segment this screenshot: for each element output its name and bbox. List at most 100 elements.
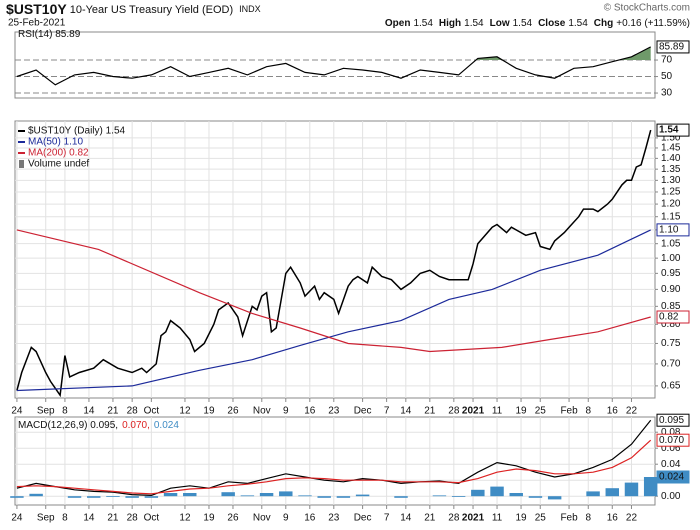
x-tick-label: 7 [384, 513, 390, 524]
legend-entry: MACD(12,26,9) 0.095, [18, 420, 118, 431]
x-tick-label: 21 [424, 513, 436, 524]
x-tick-label: 12 [179, 406, 191, 417]
x-tick-label: 23 [328, 513, 340, 524]
histogram-bar [67, 496, 82, 498]
x-tick-label: Dec [354, 406, 372, 417]
histogram-bar [605, 488, 619, 497]
x-tick-label: 19 [515, 406, 527, 417]
y-tick-label: 0.06 [661, 443, 681, 454]
header-line: $UST10Y 10-Year US Treasury Yield (EOD) IN… [6, 1, 261, 17]
y-tick-label: 1.25 [661, 187, 681, 198]
y-tick-label: 30 [661, 88, 673, 99]
histogram-bar [144, 496, 159, 498]
y-tick-label: 1.20 [661, 199, 681, 210]
symbol: $UST10Y [6, 1, 67, 17]
histogram-bar [87, 496, 101, 498]
y-tick-label: 0.75 [661, 338, 681, 349]
x-tick-label: 16 [304, 513, 316, 524]
histogram-bar [298, 495, 312, 497]
x-tick-label: Nov [253, 406, 271, 417]
x-tick-label: 2021 [462, 513, 485, 524]
x-tick-label: 7 [384, 406, 390, 417]
panel-frame [14, 31, 656, 99]
histogram-bar [643, 477, 658, 497]
histogram-bar [183, 493, 197, 497]
x-tick-label: 8 [62, 513, 68, 524]
x-tick-label: 14 [400, 406, 412, 417]
y-tick-label: 1.50 [661, 133, 681, 144]
quote-label: Open [385, 18, 411, 29]
histogram-bar [10, 496, 24, 498]
quote-value: +0.16 (+11.59%) [616, 18, 690, 29]
panel-frame [14, 416, 656, 506]
series-line [16, 46, 651, 86]
x-tick-label: Dec [354, 513, 372, 524]
x-tick-label: 24 [11, 513, 23, 524]
quote-value: 1.54 [464, 18, 484, 29]
x-tick-label: 14 [83, 513, 95, 524]
histogram-bar [528, 496, 543, 498]
x-tick-label: 2021 [462, 406, 485, 417]
series-line [16, 129, 652, 398]
histogram-bar [125, 496, 139, 498]
x-tick-label: 14 [400, 513, 412, 524]
histogram-bar [336, 496, 351, 498]
y-tick-label: 0.08 [661, 427, 681, 438]
x-tick-label: 12 [179, 513, 191, 524]
x-tick-label: 21 [107, 406, 119, 417]
x-tick-label: 16 [607, 513, 619, 524]
x-tick-label: 14 [83, 406, 95, 417]
end-tag-label: 0.82 [659, 312, 679, 323]
histogram-bar [547, 496, 562, 500]
x-tick-label: Feb [560, 406, 578, 417]
x-tick-label: Oct [144, 513, 160, 524]
legend-entry: RSI(14) 85.89 [18, 29, 81, 40]
x-tick-label: 21 [424, 406, 436, 417]
legend-swatch [19, 160, 24, 168]
end-tag-label: 1.54 [659, 125, 679, 136]
histogram-bar [259, 493, 274, 497]
histogram-bar [490, 486, 504, 497]
x-tick-label: 16 [607, 406, 619, 417]
legend-entry: $UST10Y (Daily) 1.54 [28, 126, 126, 137]
end-tag-box [656, 310, 690, 324]
histogram-bar [317, 496, 331, 498]
quote-value: 1.54 [568, 18, 588, 29]
x-tick-label: 19 [203, 513, 215, 524]
y-tick-label: 0.90 [661, 284, 681, 295]
legend-entry: MA(200) 0.82 [28, 148, 89, 159]
x-tick-label: 28 [127, 406, 139, 417]
histogram-bar [394, 496, 408, 498]
histogram-bar [106, 496, 120, 497]
x-tick-label: 9 [283, 513, 289, 524]
y-tick-label: 0.04 [661, 459, 681, 470]
y-tick-label: 1.40 [661, 153, 681, 164]
histogram-bar [221, 492, 235, 497]
copyright: © StockCharts.com [604, 3, 690, 14]
quote: Open 1.54 High 1.54 Low 1.54 Close 1.54 Chg +0.16… [385, 18, 690, 29]
histogram-bar [509, 493, 523, 497]
x-tick-label: Oct [144, 406, 160, 417]
x-tick-label: 25 [535, 406, 547, 417]
y-tick-label: 0.65 [661, 381, 681, 392]
histogram-bar [163, 493, 178, 497]
x-tick-label: 21 [107, 513, 119, 524]
x-tick-label: 26 [227, 513, 239, 524]
x-tick-label: 16 [304, 406, 316, 417]
legend: RSI(14) 85.89 [18, 29, 81, 40]
legend-entry: Volume undef [28, 159, 89, 170]
x-tick-label: Sep [37, 406, 55, 417]
series-line [16, 439, 652, 495]
end-tag-label: 0.095 [659, 415, 684, 426]
panel-frame [14, 120, 656, 399]
histogram-bar [240, 495, 255, 497]
x-tick-label: 8 [585, 406, 591, 417]
x-tick-label: 28 [448, 513, 460, 524]
quote-value: 1.54 [513, 18, 533, 29]
end-tag-label: 0.024 [659, 472, 684, 483]
x-tick-label: 25 [535, 513, 547, 524]
quote-value: 1.54 [413, 18, 433, 29]
histogram-bar [624, 482, 639, 497]
x-tick-label: Feb [560, 513, 578, 524]
y-tick-label: 0.70 [661, 359, 681, 370]
